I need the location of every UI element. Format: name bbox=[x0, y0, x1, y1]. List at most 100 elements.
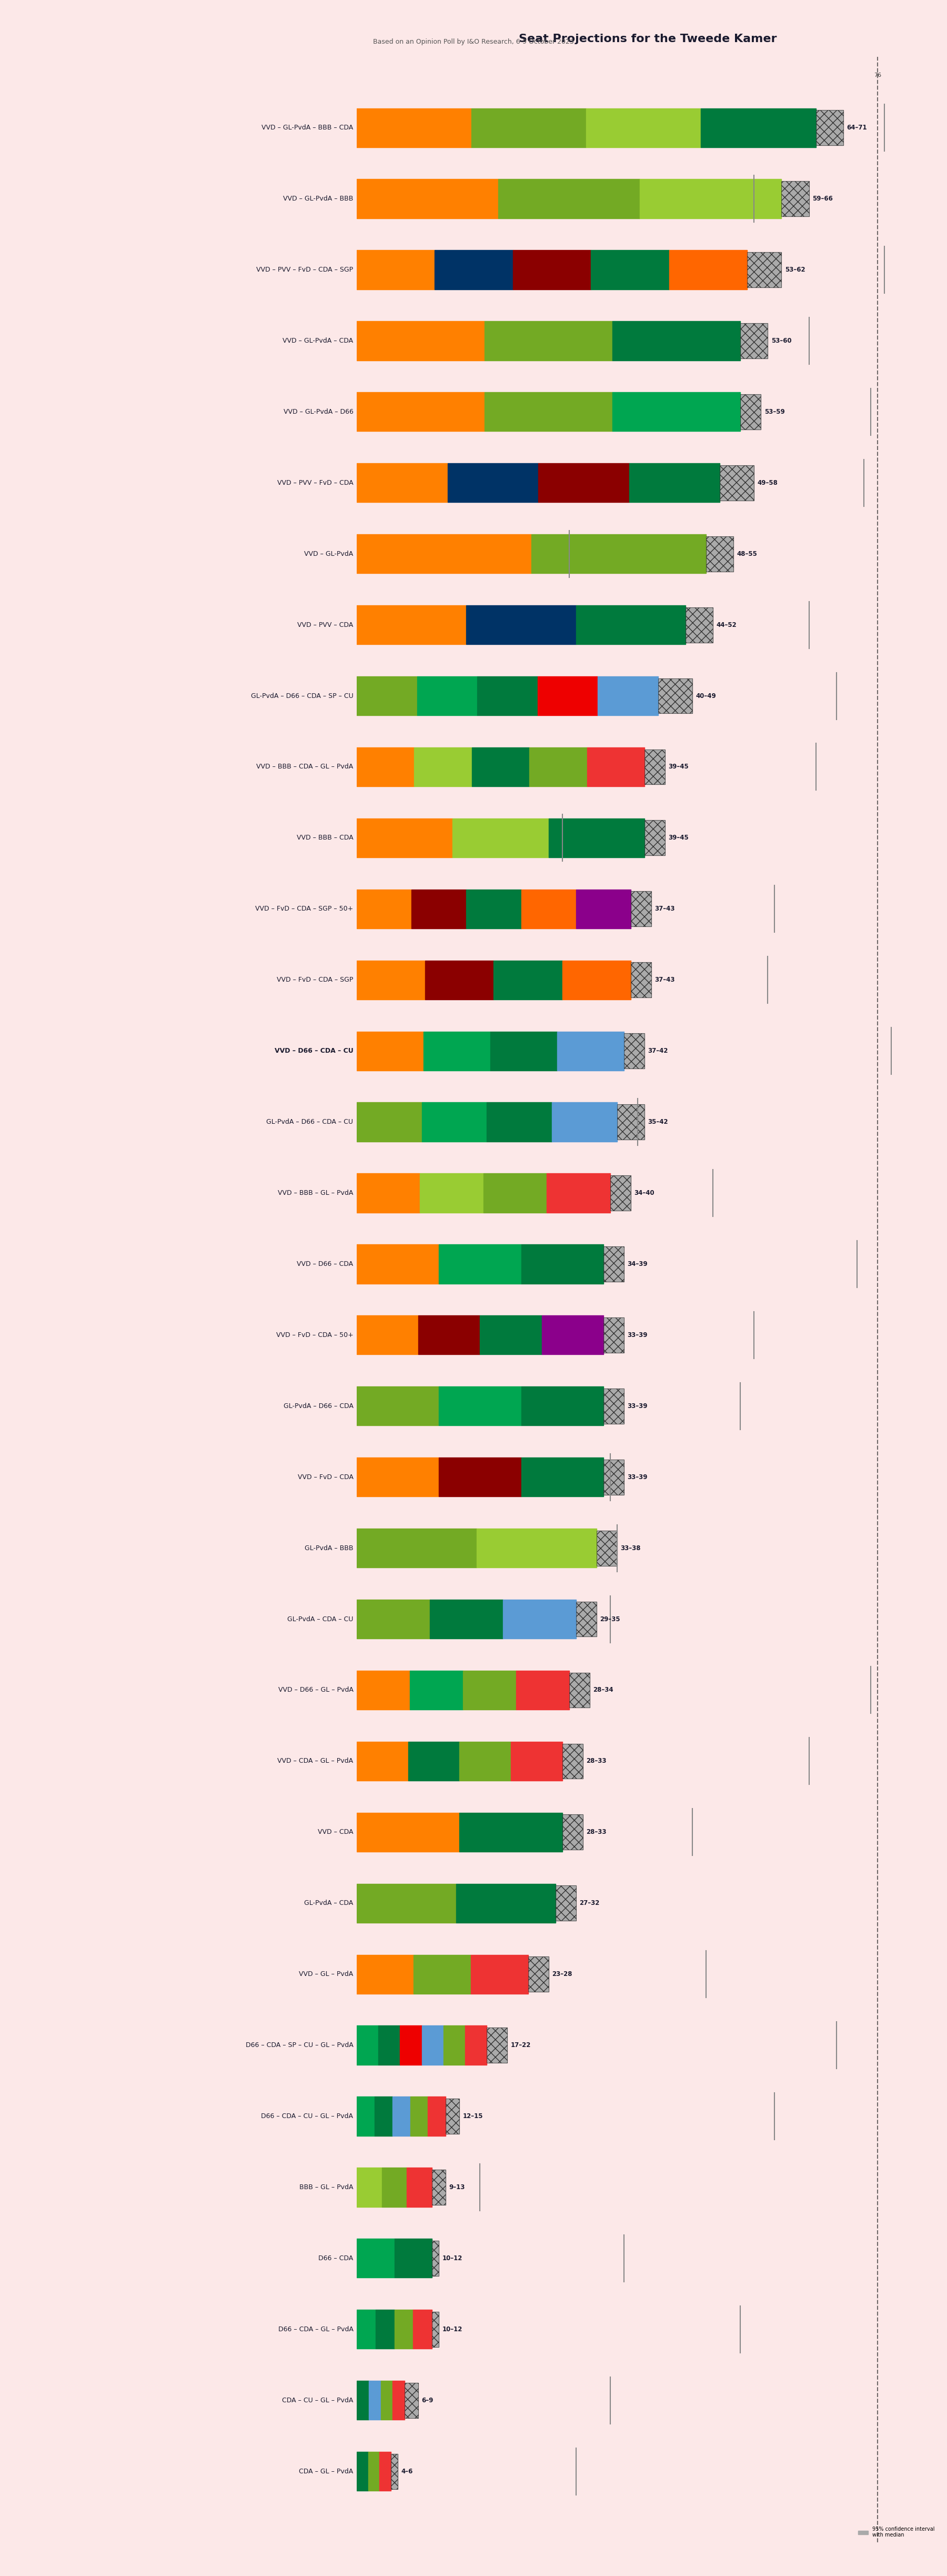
Text: 59–66: 59–66 bbox=[813, 196, 832, 201]
Bar bbox=[472, 108, 586, 147]
Bar bbox=[438, 1386, 521, 1425]
Text: GL-PvdA – D66 – CDA – CU: GL-PvdA – D66 – CDA – CU bbox=[266, 1118, 353, 1126]
Bar bbox=[357, 677, 417, 716]
Bar bbox=[357, 1814, 459, 1852]
Text: VVD – FvD – CDA – SGP: VVD – FvD – CDA – SGP bbox=[277, 976, 353, 984]
Bar bbox=[513, 250, 591, 289]
Text: VVD – GL-PvdA – CDA: VVD – GL-PvdA – CDA bbox=[283, 337, 353, 345]
Text: 64–71: 64–71 bbox=[847, 124, 867, 131]
Bar bbox=[631, 963, 652, 997]
Bar bbox=[459, 1814, 563, 1852]
Text: 39–45: 39–45 bbox=[669, 762, 688, 770]
Bar bbox=[645, 750, 665, 786]
Bar bbox=[569, 1672, 590, 1708]
Bar bbox=[393, 2380, 404, 2419]
Bar bbox=[357, 889, 412, 927]
Bar bbox=[413, 2311, 432, 2349]
Text: 53–62: 53–62 bbox=[785, 265, 805, 273]
Bar bbox=[357, 322, 485, 361]
Text: 33–39: 33–39 bbox=[627, 1332, 648, 1340]
Text: 28–33: 28–33 bbox=[586, 1829, 606, 1837]
Bar bbox=[613, 392, 741, 430]
Bar bbox=[485, 322, 613, 361]
Bar bbox=[516, 1672, 569, 1710]
Bar bbox=[410, 2097, 428, 2136]
Bar bbox=[357, 108, 472, 147]
Bar bbox=[419, 1316, 480, 1355]
Bar bbox=[392, 2097, 410, 2136]
Bar bbox=[487, 1103, 552, 1141]
Bar bbox=[459, 1741, 510, 1780]
Text: VVD – D66 – CDA: VVD – D66 – CDA bbox=[297, 1260, 353, 1267]
Text: 48–55: 48–55 bbox=[737, 551, 758, 556]
Bar bbox=[443, 2025, 465, 2066]
Bar bbox=[603, 1247, 624, 1283]
Legend: 95% confidence interval
with median: 95% confidence interval with median bbox=[856, 2524, 937, 2540]
Bar bbox=[590, 1175, 631, 1211]
Bar bbox=[374, 2097, 392, 2136]
Bar bbox=[410, 1672, 463, 1710]
Bar bbox=[465, 2025, 487, 2066]
Bar bbox=[394, 2239, 432, 2277]
Bar bbox=[576, 605, 686, 644]
Text: GL-PvdA – D66 – CDA – SP – CU: GL-PvdA – D66 – CDA – SP – CU bbox=[251, 693, 353, 698]
Bar bbox=[610, 1033, 645, 1069]
Text: 10–12: 10–12 bbox=[442, 2326, 462, 2334]
Bar bbox=[448, 464, 538, 502]
Bar bbox=[357, 1175, 420, 1213]
Bar bbox=[357, 1386, 438, 1425]
Bar bbox=[538, 464, 629, 502]
Bar bbox=[720, 394, 761, 430]
Bar bbox=[357, 819, 453, 858]
Text: 37–42: 37–42 bbox=[648, 1048, 669, 1054]
Text: VVD – PVV – FvD – CDA – SGP: VVD – PVV – FvD – CDA – SGP bbox=[257, 265, 353, 273]
Text: 23–28: 23–28 bbox=[552, 1971, 572, 1978]
Text: VVD – BBB – CDA: VVD – BBB – CDA bbox=[296, 835, 353, 842]
Bar bbox=[357, 1600, 430, 1638]
Bar bbox=[391, 2455, 398, 2488]
Text: VVD – PVV – CDA: VVD – PVV – CDA bbox=[297, 621, 353, 629]
Text: 34–39: 34–39 bbox=[627, 1260, 648, 1267]
Text: 53–60: 53–60 bbox=[771, 337, 792, 345]
Bar bbox=[670, 250, 747, 289]
Text: VVD – CDA – GL – PvdA: VVD – CDA – GL – PvdA bbox=[277, 1757, 353, 1765]
Text: 35–42: 35–42 bbox=[648, 1118, 669, 1126]
Bar bbox=[357, 1741, 408, 1780]
Bar bbox=[529, 747, 587, 786]
Bar bbox=[487, 2027, 508, 2063]
Bar bbox=[357, 2097, 374, 2136]
Bar bbox=[421, 2025, 443, 2066]
Bar bbox=[610, 1175, 631, 1211]
Title: Seat Projections for the Tweede Kamer: Seat Projections for the Tweede Kamer bbox=[519, 33, 777, 44]
Bar bbox=[357, 1672, 410, 1710]
Bar bbox=[548, 1814, 582, 1850]
Bar bbox=[629, 464, 720, 502]
Bar bbox=[582, 1461, 624, 1494]
Text: 28–34: 28–34 bbox=[593, 1687, 614, 1692]
Bar bbox=[357, 1244, 438, 1283]
Bar bbox=[576, 889, 631, 927]
Bar bbox=[531, 533, 706, 574]
Bar bbox=[590, 1247, 624, 1283]
Bar bbox=[521, 1386, 603, 1425]
Bar bbox=[474, 2027, 508, 2063]
Bar bbox=[382, 2169, 407, 2208]
Text: 34–40: 34–40 bbox=[634, 1190, 654, 1195]
Text: D66 – CDA – CU – GL – PvdA: D66 – CDA – CU – GL – PvdA bbox=[261, 2112, 353, 2120]
Bar bbox=[368, 2380, 381, 2419]
Bar bbox=[357, 180, 498, 219]
Bar bbox=[521, 889, 576, 927]
Bar bbox=[521, 1458, 603, 1497]
Bar bbox=[414, 747, 472, 786]
Bar bbox=[706, 536, 734, 572]
Bar bbox=[357, 1955, 414, 1994]
Bar bbox=[548, 819, 645, 858]
Bar bbox=[417, 677, 477, 716]
Bar bbox=[557, 1030, 624, 1072]
Bar bbox=[747, 252, 781, 289]
Bar bbox=[357, 1030, 423, 1072]
Text: VVD – FvD – CDA: VVD – FvD – CDA bbox=[297, 1473, 353, 1481]
Bar bbox=[379, 2025, 400, 2066]
Bar bbox=[428, 2097, 446, 2136]
Bar bbox=[795, 111, 843, 144]
